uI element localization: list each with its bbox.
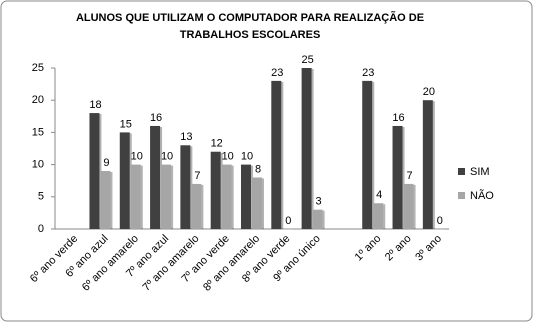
data-label: 18 <box>89 99 101 111</box>
data-label: 12 <box>211 138 223 150</box>
legend-swatch <box>458 168 465 175</box>
bar-side <box>413 184 416 229</box>
y-tick-label: 10 <box>32 159 44 171</box>
bar-side <box>231 165 234 229</box>
data-label: 7 <box>406 170 412 182</box>
data-label: 20 <box>423 86 435 98</box>
y-tick-label: 15 <box>32 126 44 138</box>
data-label: 0 <box>437 215 443 227</box>
bar <box>180 145 191 229</box>
bar-side <box>372 81 375 229</box>
legend-swatch <box>458 192 465 199</box>
bar-side <box>171 165 174 229</box>
bar-side <box>281 81 284 229</box>
data-label: 10 <box>161 151 173 163</box>
data-label: 23 <box>362 67 374 79</box>
data-label: 10 <box>241 151 253 163</box>
data-label: 0 <box>285 215 291 227</box>
data-label: 10 <box>222 151 234 163</box>
legend-label: SIM <box>470 166 490 178</box>
bar <box>433 229 444 230</box>
data-label: 13 <box>180 131 192 143</box>
y-tick-label: 0 <box>38 223 44 235</box>
bar <box>403 183 414 229</box>
bar-side <box>383 204 386 229</box>
y-tick-label: 20 <box>32 94 44 106</box>
bar <box>89 113 100 229</box>
chart-title: ALUNOS QUE UTILIZAM O COMPUTADOR PARA RE… <box>75 12 425 41</box>
bar-side <box>432 101 435 229</box>
data-label: 9 <box>103 157 109 169</box>
legend-label: NÃO <box>470 189 494 202</box>
bar-side <box>201 184 204 229</box>
bar-side <box>402 126 405 229</box>
data-label: 3 <box>316 196 322 208</box>
data-label: 7 <box>194 170 200 182</box>
bar <box>271 80 282 229</box>
bar <box>282 229 293 230</box>
bar-side <box>110 172 113 229</box>
bar <box>241 164 251 229</box>
bar <box>252 177 262 229</box>
bar <box>422 100 433 229</box>
bar <box>301 68 312 229</box>
bar <box>191 183 202 229</box>
bar-side <box>311 69 314 229</box>
data-label: 4 <box>376 189 382 201</box>
bar <box>119 132 130 229</box>
bar <box>100 171 111 229</box>
bar <box>312 209 323 229</box>
data-label: 25 <box>301 54 313 66</box>
bar <box>210 151 221 229</box>
bar <box>373 203 384 229</box>
bar-side <box>262 178 264 229</box>
data-label: 16 <box>150 112 162 124</box>
bar <box>130 164 141 229</box>
bar-side <box>322 210 325 229</box>
data-label: 23 <box>271 67 283 79</box>
data-label: 15 <box>120 118 132 130</box>
bar-side <box>140 165 143 229</box>
data-label: 8 <box>255 163 261 175</box>
bar <box>161 164 172 229</box>
data-label: 10 <box>131 151 143 163</box>
bar <box>150 125 161 229</box>
bar <box>362 80 373 229</box>
bar <box>392 125 403 229</box>
y-tick-label: 25 <box>32 62 44 74</box>
bar <box>221 164 232 229</box>
data-label: 16 <box>392 112 404 124</box>
y-tick-label: 5 <box>38 191 44 203</box>
